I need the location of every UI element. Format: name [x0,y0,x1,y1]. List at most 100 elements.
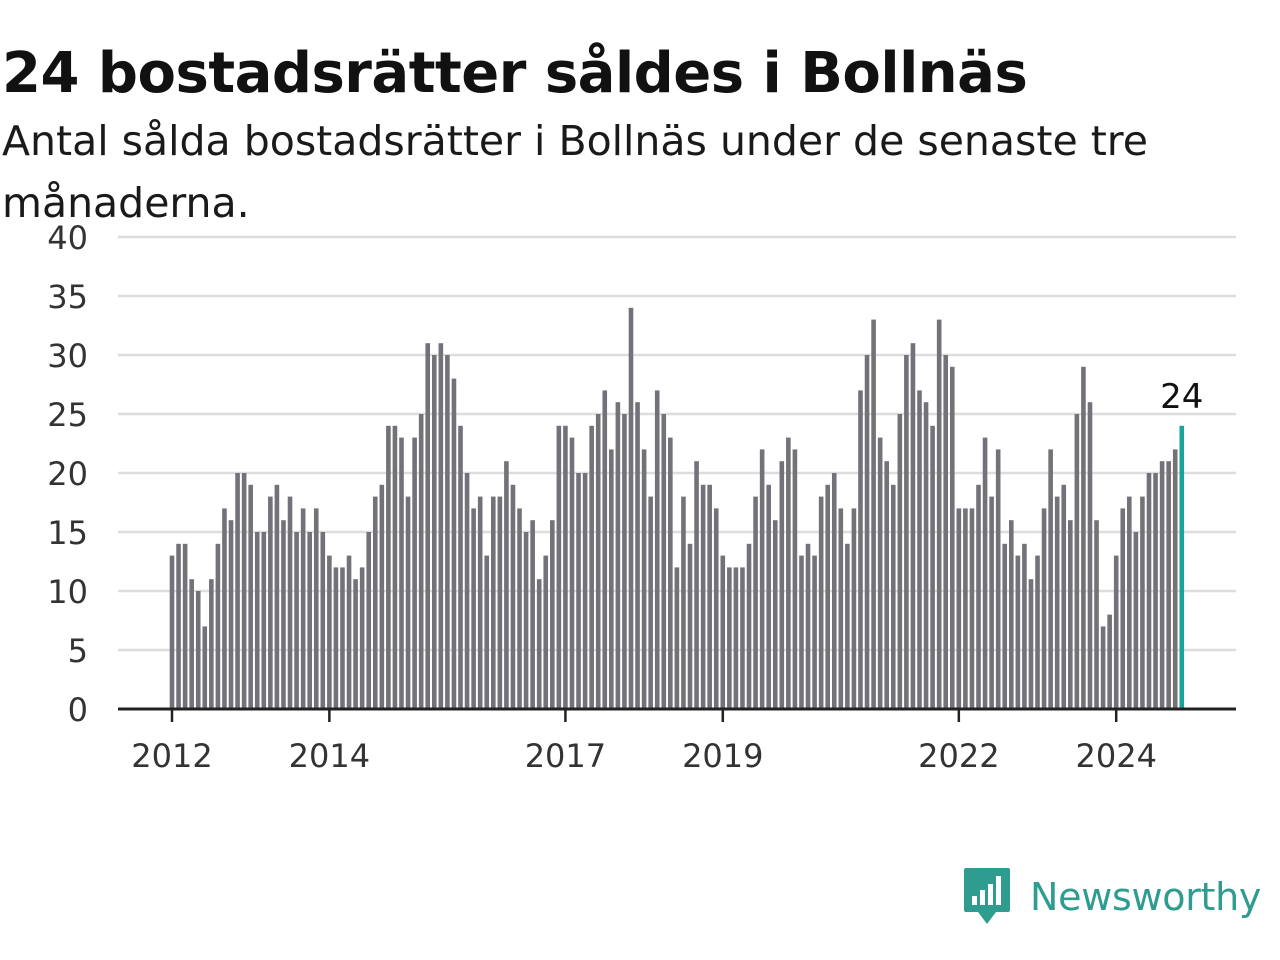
bar [412,437,417,709]
bar [405,496,411,709]
bar [1002,543,1008,709]
bar [228,520,234,709]
bar [425,343,431,709]
bar [969,508,975,709]
bar [300,508,306,709]
bar [176,543,181,709]
bar [740,567,745,709]
bar [399,437,404,709]
y-tick-label: 5 [68,632,88,670]
bar [812,555,817,709]
bar [1068,520,1073,709]
bar [694,461,699,709]
y-tick-label: 25 [47,396,88,434]
bar [182,543,188,709]
bar [602,390,608,709]
bar [622,414,627,709]
bar [884,461,890,709]
bar [1140,496,1145,709]
bar [831,473,837,709]
bar [877,437,883,709]
bar [235,473,240,709]
bar [386,425,391,709]
bar [851,508,857,709]
bar [346,555,352,709]
bar [707,484,712,709]
bar [563,425,568,709]
bar [1120,508,1126,709]
bar [1133,532,1139,709]
bars [169,307,1185,709]
bar [989,496,994,709]
bar [746,543,752,709]
bar [1146,473,1152,709]
bar [687,543,693,709]
y-tick-label: 0 [68,691,88,729]
bar [825,484,830,709]
bar [215,543,221,709]
bar [818,496,824,709]
bar [995,449,1001,709]
bar [353,579,358,709]
bar [1028,579,1034,709]
bar [340,567,345,709]
bar [1094,520,1099,709]
bar [1172,449,1178,709]
x-tick-label: 2019 [682,737,763,775]
x-tick-label: 2017 [525,737,606,775]
bar [392,425,398,709]
bar [523,532,529,709]
bar [189,579,194,709]
bar [792,449,798,709]
bar [759,449,765,709]
bar [890,484,896,709]
bar [1022,543,1027,709]
bar [464,473,470,709]
bar [845,543,850,709]
bar [281,520,286,709]
bar [949,366,955,709]
bar [268,496,273,709]
bar-highlight [1179,425,1185,709]
bar [471,508,476,709]
bar [858,390,863,709]
y-tick-label: 40 [47,219,88,257]
bar [720,555,726,709]
bar [982,437,988,709]
bar [556,425,562,709]
bar [923,402,929,709]
bar-chart-speech-bubble-icon [964,868,1010,924]
bar [799,555,804,709]
bar [1048,449,1053,709]
bar [727,567,732,709]
y-tick-label: 20 [47,455,88,493]
bar [287,496,293,709]
data-labels: 24 [1160,377,1203,417]
y-tick-label: 10 [47,573,88,611]
bar [1159,461,1165,709]
bar [713,508,719,709]
bar [904,355,909,709]
bar [1061,484,1067,709]
newsworthy-logo: Newsworthy [962,862,1262,932]
y-tick-label: 15 [47,514,88,552]
bar [530,520,535,709]
bar [327,555,332,709]
bar [864,355,870,709]
bar [1113,555,1119,709]
bar [1087,402,1093,709]
bar [248,484,253,709]
bar [956,508,962,709]
bar [294,532,299,709]
bar [169,555,175,709]
bar [589,425,594,709]
bar [595,414,601,709]
bar [805,543,811,709]
bar [1041,508,1047,709]
bar [202,626,208,709]
bar [681,496,686,709]
bar [779,461,785,709]
bar [576,473,581,709]
bar [753,496,758,709]
